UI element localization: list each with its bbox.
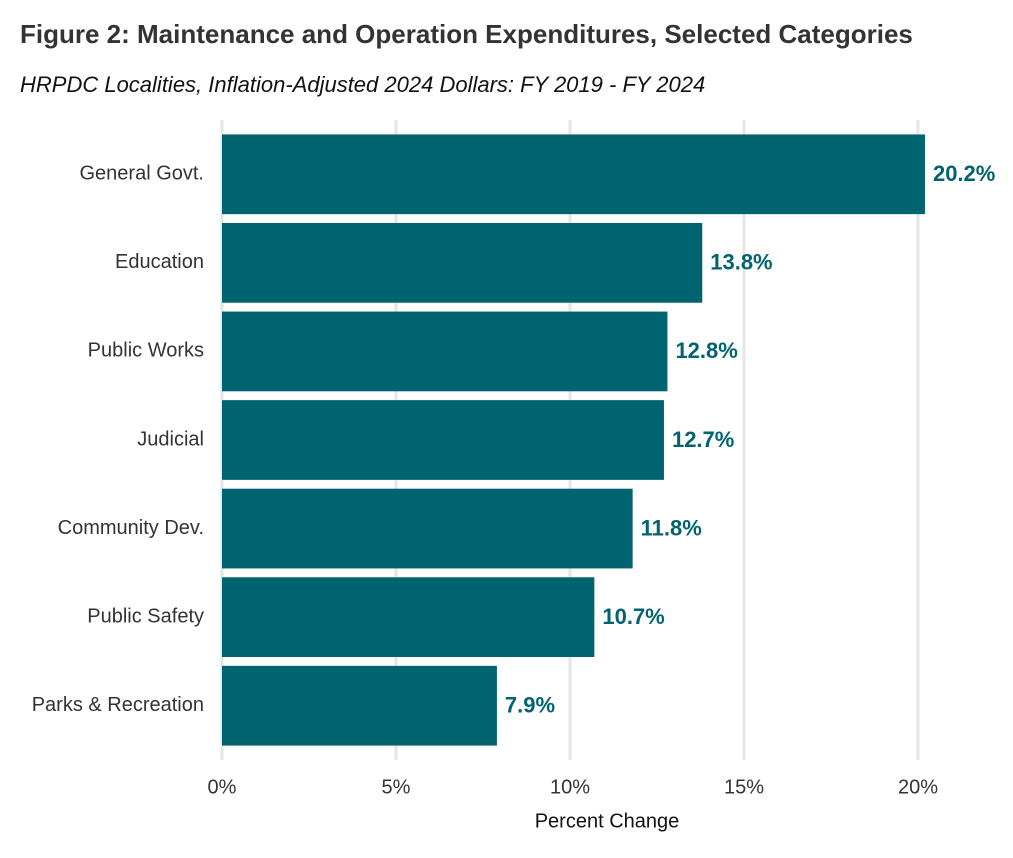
x-tick-label: 0% bbox=[208, 776, 237, 798]
x-tick-label: 5% bbox=[382, 776, 411, 798]
value-label: 10.7% bbox=[602, 604, 664, 629]
value-label: 20.2% bbox=[933, 161, 995, 186]
x-tick-label: 20% bbox=[898, 776, 938, 798]
bar bbox=[222, 134, 925, 215]
y-tick-label: General Govt. bbox=[79, 163, 204, 185]
value-label: 12.7% bbox=[672, 427, 734, 452]
bar bbox=[222, 223, 703, 303]
bar bbox=[222, 577, 595, 657]
y-tick-label: Education bbox=[115, 251, 204, 273]
bar bbox=[222, 665, 497, 746]
bar bbox=[222, 488, 633, 569]
bar bbox=[222, 400, 664, 480]
x-axis-label: Percent Change bbox=[535, 810, 680, 832]
y-tick-label: Community Dev. bbox=[58, 517, 204, 539]
value-label: 12.8% bbox=[675, 338, 737, 363]
x-tick-label: 15% bbox=[724, 776, 764, 798]
y-tick-label: Public Safety bbox=[87, 605, 204, 627]
bar bbox=[222, 311, 668, 392]
chart-title: Figure 2: Maintenance and Operation Expe… bbox=[20, 19, 913, 49]
y-tick-label: Parks & Recreation bbox=[32, 694, 204, 716]
value-label: 11.8% bbox=[641, 515, 702, 540]
value-label: 13.8% bbox=[710, 250, 772, 275]
y-tick-label: Judicial bbox=[137, 428, 204, 450]
x-tick-label: 10% bbox=[550, 776, 590, 798]
value-label: 7.9% bbox=[505, 693, 555, 718]
y-tick-label: Public Works bbox=[88, 340, 204, 362]
chart-subtitle: HRPDC Localities, Inflation-Adjusted 202… bbox=[20, 72, 705, 97]
